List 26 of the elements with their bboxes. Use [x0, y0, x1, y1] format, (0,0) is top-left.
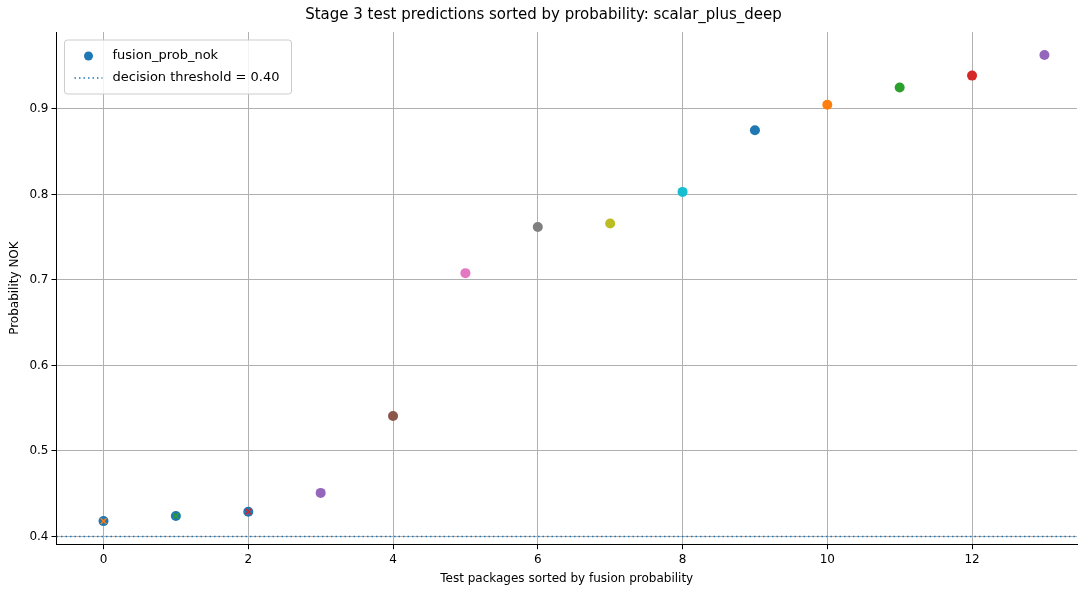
- point: [749, 125, 760, 136]
- x-tick-label: 6: [533, 551, 542, 566]
- point: [677, 186, 688, 197]
- point: [1039, 50, 1050, 61]
- point: [532, 221, 543, 232]
- legend-label: fusion_prob_nok: [112, 47, 219, 63]
- y-tick-label: 0.5: [29, 443, 49, 458]
- y-tick-label: 0.4: [29, 528, 49, 543]
- x-tick-label: 0: [99, 551, 108, 566]
- x-tick-label: 12: [964, 551, 980, 566]
- point: [605, 218, 616, 229]
- x-tick-label: 8: [678, 551, 687, 566]
- x-tick-label: 4: [389, 551, 397, 566]
- point: [315, 487, 326, 498]
- y-tick-label: 0.8: [29, 186, 49, 201]
- y-tick-label: 0.6: [29, 357, 49, 372]
- legend-label: decision threshold = 0.40: [112, 69, 280, 85]
- chart-title: Stage 3 test predictions sorted by probability: scalar_plus_deep: [305, 4, 782, 24]
- y-tick-label: 0.9: [29, 101, 49, 116]
- y-axis-title: Probability NOK: [7, 240, 22, 335]
- x-tick-label: 2: [244, 551, 253, 566]
- y-tick-label: 0.7: [29, 272, 49, 287]
- x-axis-title: Test packages sorted by fusion probability: [439, 570, 694, 585]
- x-tick-label: 10: [819, 551, 835, 566]
- point: [388, 410, 399, 421]
- point: [460, 268, 471, 279]
